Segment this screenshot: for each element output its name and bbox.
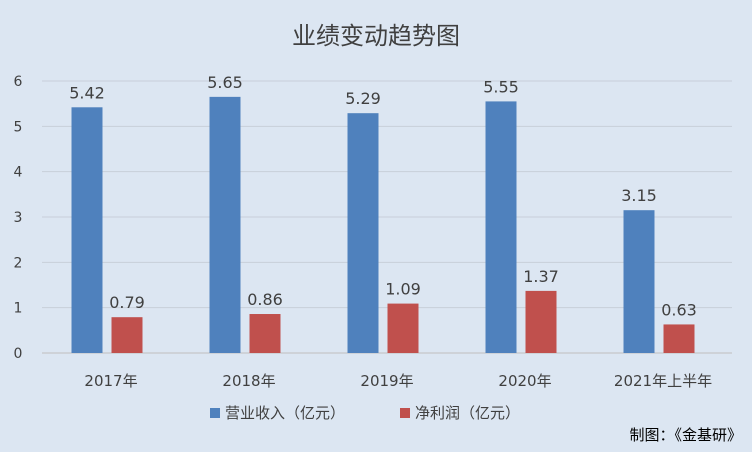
bar-revenue: [71, 107, 103, 353]
data-label: 3.15: [621, 186, 657, 205]
data-label: 1.37: [523, 267, 559, 286]
chart-title: 业绩变动趋势图: [292, 22, 460, 50]
y-tick-label: 2: [14, 255, 23, 271]
x-tick-label: 2020年: [498, 372, 551, 390]
bar-revenue: [623, 210, 655, 353]
y-tick-label: 4: [14, 165, 23, 181]
bar-revenue: [209, 96, 241, 353]
y-tick-label: 3: [14, 210, 23, 226]
bar-revenue: [347, 113, 379, 353]
bar-profit: [387, 303, 419, 353]
data-label: 0.79: [109, 293, 145, 312]
x-tick-label: 2019年: [360, 372, 413, 390]
y-tick-label: 0: [14, 346, 23, 362]
y-tick-label: 1: [14, 301, 23, 317]
data-label: 0.63: [661, 300, 697, 319]
bar-revenue: [485, 101, 517, 354]
data-label: 5.42: [69, 83, 105, 102]
data-label: 5.65: [207, 73, 243, 92]
data-label: 0.86: [247, 290, 283, 309]
bar-profit: [111, 317, 143, 353]
x-tick-label: 2018年: [222, 372, 275, 390]
data-label: 1.09: [385, 280, 421, 299]
bar-profit: [525, 290, 557, 353]
bar-profit: [249, 314, 281, 353]
y-tick-label: 6: [14, 74, 23, 90]
bar-profit: [663, 324, 695, 353]
credit-text: 制图：《金基研》: [629, 426, 742, 444]
legend-swatch: [400, 408, 410, 418]
x-tick-label: 2017年: [84, 372, 137, 390]
data-label: 5.29: [345, 89, 381, 108]
legend-label: 营业收入（亿元）: [225, 404, 345, 422]
y-tick-label: 5: [14, 119, 23, 135]
legend-label: 净利润（亿元）: [415, 404, 520, 422]
legend-swatch: [210, 408, 220, 418]
data-label: 5.55: [483, 77, 519, 96]
x-tick-label: 2021年上半年: [614, 372, 712, 390]
